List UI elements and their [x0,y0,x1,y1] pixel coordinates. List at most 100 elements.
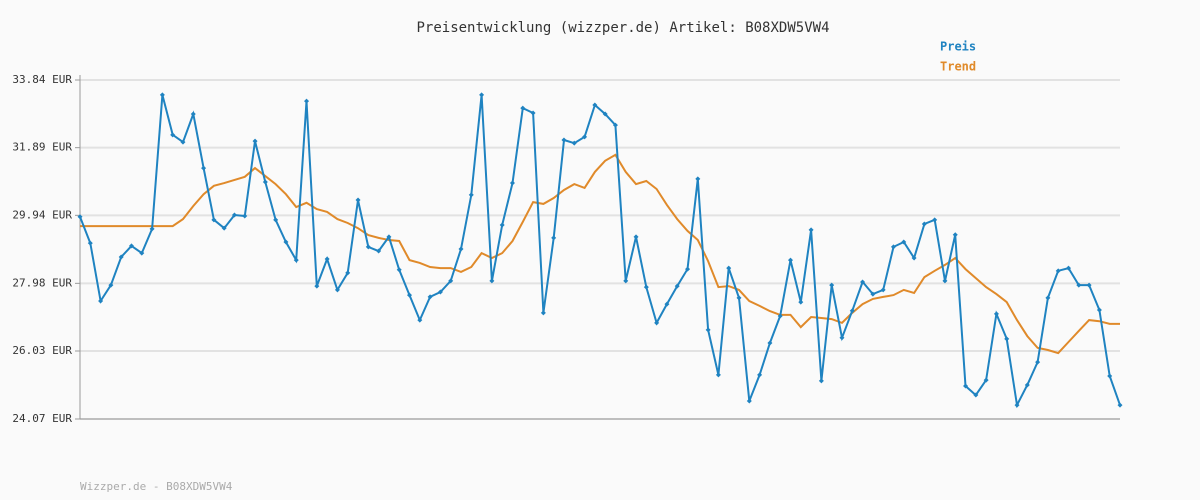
data-point [355,197,361,203]
data-point [252,138,258,144]
data-point [973,392,979,398]
data-point [283,239,289,245]
data-point [262,179,268,185]
data-point [571,140,577,146]
data-point [324,256,330,262]
data-point [1117,402,1123,408]
data-point [777,313,783,319]
data-point [798,299,804,305]
data-point [509,180,515,186]
data-point [993,311,999,317]
data-point [437,289,443,295]
data-point [540,310,546,316]
data-point [139,250,145,256]
data-point [551,235,557,241]
data-point [396,267,402,273]
data-point [242,213,248,219]
data-point [345,270,351,276]
series-line [80,153,1120,355]
data-point [1024,382,1030,388]
data-point [293,257,299,263]
data-point [273,217,279,223]
data-point [561,137,567,143]
data-point [911,255,917,261]
data-point [983,377,989,383]
data-point [818,378,824,384]
data-point [427,294,433,300]
data-point [685,266,691,272]
data-point [829,282,835,288]
data-point [448,278,454,284]
y-tick-label: 24.07 EUR [12,412,72,425]
data-point [417,317,423,323]
data-point [674,283,680,289]
data-point [901,239,907,245]
data-point [726,265,732,271]
data-point [592,102,598,108]
data-point [860,279,866,285]
data-point [736,295,742,301]
y-tick-label: 33.84 EUR [12,73,72,86]
data-point [1055,268,1061,274]
data-point [849,308,855,314]
data-point [623,278,629,284]
data-point [170,132,176,138]
data-point [1066,265,1072,271]
chart-title: Preisentwicklung (wizzper.de) Artikel: B… [416,20,829,36]
data-point [767,340,773,346]
data-point [468,192,474,198]
data-point [1096,307,1102,313]
legend-entry: Preis [940,40,976,54]
data-point [180,139,186,145]
data-point [108,282,114,288]
data-point [334,287,340,293]
data-point [757,372,763,378]
data-point [499,222,505,228]
data-point [963,383,969,389]
data-point [118,254,124,260]
data-point [520,105,526,111]
data-point [190,111,196,117]
data-point [479,92,485,98]
data-point [407,292,413,298]
data-point [1107,373,1113,379]
data-point [602,111,608,117]
y-tick-label: 27.98 EUR [12,276,72,289]
data-point [664,301,670,307]
data-point [942,278,948,284]
data-point [921,221,927,227]
data-point [890,244,896,250]
data-point [787,257,793,263]
legend-entry: Trend [940,60,976,74]
data-point [365,244,371,250]
data-point [314,283,320,289]
data-point [695,176,701,182]
data-point [77,214,83,220]
data-point [221,225,227,231]
data-point [231,212,237,218]
data-point [530,110,536,116]
y-tick-label: 31.89 EUR [12,141,72,154]
data-point [932,217,938,223]
data-point [715,372,721,378]
data-point [458,246,464,252]
data-point [128,243,134,249]
data-point [211,217,217,223]
data-point [386,234,392,240]
data-point [705,327,711,333]
data-point [149,226,155,232]
data-point [159,92,165,98]
data-point [87,240,93,246]
data-point [98,298,104,304]
data-point [952,232,958,238]
data-point [654,320,660,326]
y-tick-label: 29.94 EUR [12,208,72,221]
data-point [808,227,814,233]
data-point [1076,282,1082,288]
footer: Wizzper.de - B08XDW5VW4 [80,480,233,493]
data-point [612,122,618,128]
y-tick-label: 26.03 EUR [12,344,72,357]
data-point [870,291,876,297]
data-point [633,234,639,240]
data-point [201,165,207,171]
